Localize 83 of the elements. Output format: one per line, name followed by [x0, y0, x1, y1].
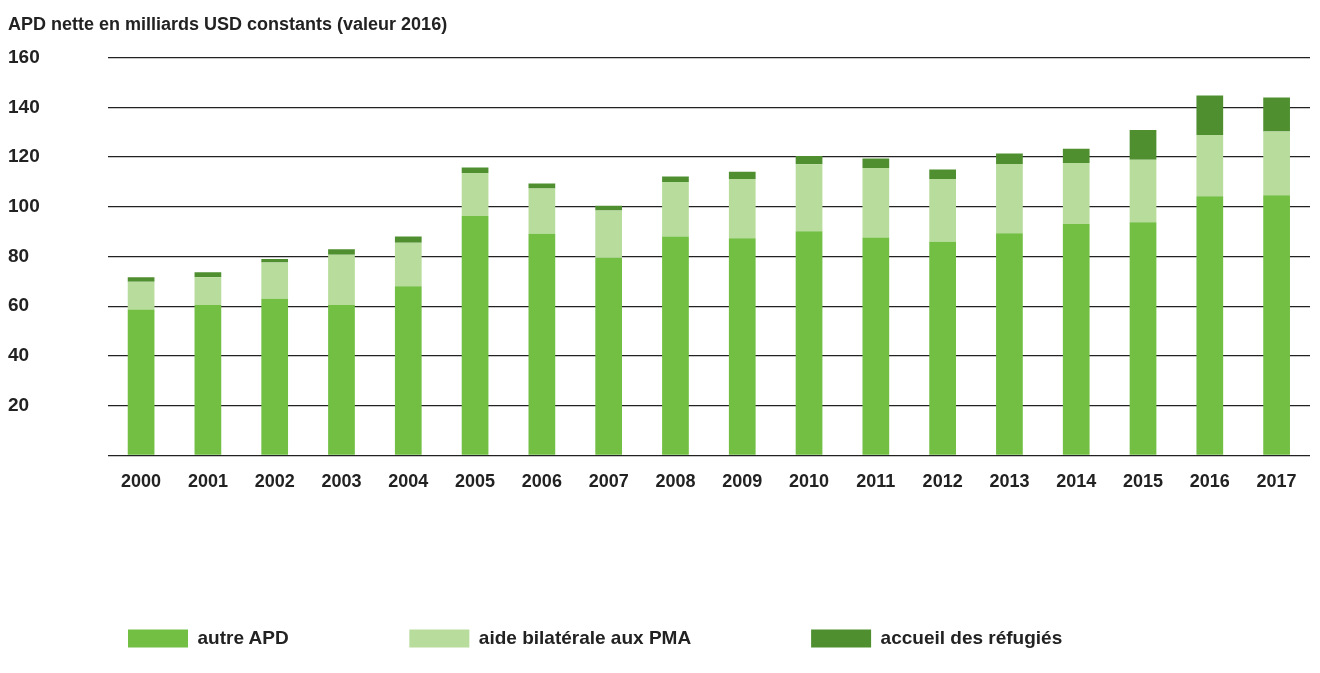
- bar: [394, 286, 422, 455]
- y-tick-label: 100: [8, 195, 40, 217]
- bar: [127, 281, 155, 310]
- bar: [528, 188, 556, 234]
- bar: [127, 277, 155, 282]
- bar: [127, 309, 155, 455]
- bar: [996, 164, 1023, 234]
- x-tick-label: 2005: [455, 471, 496, 492]
- bar: [929, 241, 956, 455]
- y-tick-label: 60: [8, 294, 30, 316]
- bar: [1263, 97, 1290, 132]
- bar: [662, 236, 689, 455]
- x-tick-label: 2007: [588, 471, 629, 492]
- x-tick-label: 2016: [1189, 471, 1230, 492]
- bar: [194, 272, 222, 278]
- bar: [595, 257, 623, 455]
- legend-label: accueil des réfugiés: [880, 626, 1063, 648]
- x-tick-label: 2000: [121, 471, 162, 492]
- y-tick-label: 140: [8, 95, 40, 117]
- bar: [662, 181, 689, 237]
- bar: [328, 254, 355, 305]
- bar: [795, 164, 823, 232]
- bar: [394, 242, 422, 287]
- bar: [328, 304, 355, 455]
- bar: [728, 178, 756, 239]
- x-tick-label: 2004: [388, 471, 429, 492]
- bar: [1129, 129, 1157, 160]
- bar: [528, 183, 556, 189]
- bar: [728, 238, 756, 455]
- x-tick-label: 2003: [321, 471, 362, 492]
- x-tick-label: 2001: [187, 471, 228, 492]
- chart-title: APD nette en milliards USD constants (valeur 2016): [8, 13, 448, 34]
- bar: [862, 158, 890, 168]
- y-tick-label: 20: [8, 393, 30, 415]
- bar: [795, 156, 823, 165]
- bar: [996, 153, 1023, 165]
- bar: [528, 233, 556, 455]
- x-tick-label: 2010: [789, 471, 830, 492]
- bar: [1196, 134, 1224, 197]
- x-tick-label: 2012: [922, 471, 963, 492]
- x-tick-label: 2017: [1256, 471, 1297, 492]
- x-tick-label: 2008: [655, 471, 696, 492]
- bar: [1129, 159, 1157, 223]
- bar: [595, 205, 623, 211]
- bar: [1062, 148, 1090, 164]
- bar: [595, 210, 623, 258]
- bar: [394, 236, 422, 243]
- bar: [795, 231, 823, 455]
- bar: [461, 167, 489, 173]
- bar: [328, 249, 355, 255]
- y-tick-label: 120: [8, 145, 40, 167]
- legend-label: aide bilatérale aux PMA: [478, 626, 692, 648]
- bar: [261, 262, 289, 299]
- bar: [929, 178, 956, 242]
- bar: [929, 169, 956, 179]
- bar: [1263, 195, 1290, 455]
- bar: [1062, 223, 1090, 455]
- bar: [194, 277, 222, 305]
- x-tick-label: 2002: [254, 471, 295, 492]
- bar: [1129, 222, 1157, 455]
- bar: [461, 172, 489, 216]
- bar: [1062, 163, 1090, 224]
- bar: [1196, 95, 1224, 135]
- bar: [261, 298, 289, 455]
- y-tick-label: 40: [8, 344, 30, 366]
- bar: [728, 171, 756, 179]
- x-tick-label: 2015: [1122, 471, 1164, 492]
- bar: [862, 237, 890, 455]
- bar: [662, 176, 689, 182]
- legend-label: autre APD: [197, 626, 289, 648]
- x-tick-label: 2014: [1056, 471, 1097, 492]
- x-tick-label: 2011: [856, 471, 896, 492]
- y-tick-label: 80: [8, 244, 30, 266]
- y-tick-label: 160: [8, 45, 40, 67]
- x-tick-label: 2009: [722, 471, 763, 492]
- bar: [1196, 196, 1224, 455]
- bar: [862, 167, 890, 238]
- x-tick-label: 2013: [989, 471, 1030, 492]
- bar: [461, 215, 489, 455]
- bar: [194, 304, 222, 455]
- bar: [1263, 131, 1290, 196]
- bar: [996, 233, 1023, 455]
- x-tick-label: 2006: [521, 471, 562, 492]
